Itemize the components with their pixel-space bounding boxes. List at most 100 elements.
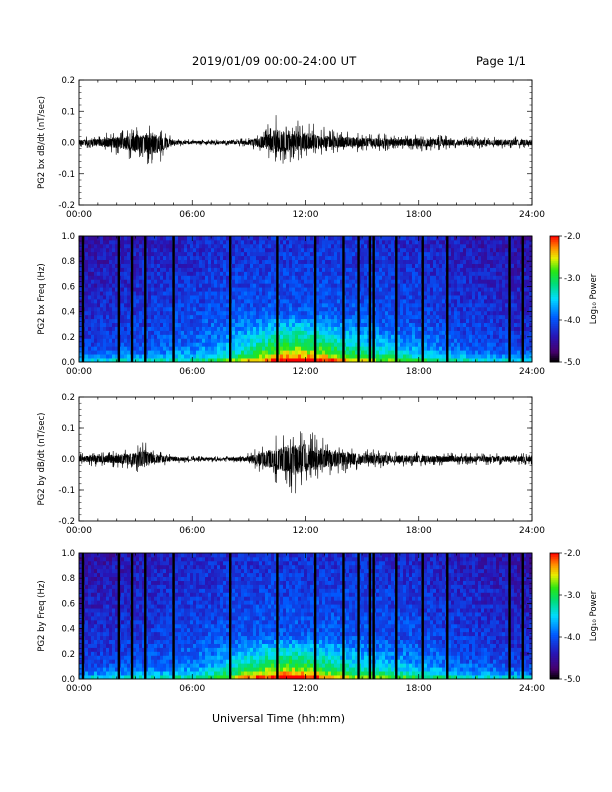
spectrogram-cell bbox=[199, 267, 203, 272]
spectrogram-cell bbox=[304, 259, 308, 264]
spectrogram-cell bbox=[247, 267, 251, 272]
spectrogram-cell bbox=[220, 302, 224, 308]
spectrogram-cell bbox=[88, 239, 92, 245]
spectrogram-cell bbox=[487, 310, 491, 316]
spectrogram-cell bbox=[286, 251, 290, 257]
spectrogram-cell bbox=[481, 259, 485, 264]
spectrogram-cell bbox=[412, 255, 416, 261]
spectrogram-cell bbox=[286, 243, 290, 249]
spectrogram-cell bbox=[328, 314, 332, 320]
spectrogram-cell bbox=[352, 334, 356, 339]
spectrogram-cell bbox=[340, 314, 344, 320]
spectrogram-cell bbox=[271, 299, 275, 304]
spectrogram-cell bbox=[499, 358, 503, 363]
spectrogram-cell bbox=[388, 275, 392, 280]
spectrogram-cell bbox=[466, 236, 470, 241]
spectrogram-cell bbox=[526, 295, 530, 300]
spectrogram-cell bbox=[100, 350, 104, 355]
spectrogram-cell bbox=[283, 263, 287, 268]
spectrogram-cell bbox=[154, 247, 158, 253]
spectrogram-cell bbox=[85, 318, 89, 324]
spectrogram-cell bbox=[274, 267, 278, 272]
spectrogram-cell bbox=[400, 295, 404, 300]
spectrogram-cell bbox=[433, 318, 437, 324]
spectrogram-cell bbox=[472, 279, 476, 284]
spectrogram-cell bbox=[451, 243, 455, 249]
spectrogram-cell bbox=[379, 322, 383, 327]
spectrogram-cell bbox=[529, 302, 533, 308]
spectrogram-cell bbox=[460, 263, 464, 268]
spectrogram-cell bbox=[484, 326, 488, 331]
spectrogram-cell bbox=[271, 263, 275, 268]
spectrogram-cell bbox=[247, 251, 251, 257]
spectrogram-cell bbox=[265, 275, 269, 280]
spectrogram-cell bbox=[364, 354, 368, 359]
spectrogram-cell bbox=[91, 334, 95, 339]
spectrogram-cell bbox=[274, 263, 278, 268]
spectrogram-cell bbox=[304, 318, 308, 324]
spectrogram-cell bbox=[370, 338, 374, 343]
spectrogram-cell bbox=[502, 354, 506, 359]
spectrogram-cell bbox=[79, 338, 83, 343]
spectrogram-cell bbox=[235, 247, 239, 253]
spectrogram-cell bbox=[277, 330, 281, 335]
spectrogram-cell bbox=[370, 291, 374, 296]
spectrogram-cell bbox=[325, 326, 329, 331]
spectrogram-cell bbox=[388, 326, 392, 331]
spectrogram-cell bbox=[451, 259, 455, 264]
spectrogram-cell bbox=[352, 236, 356, 241]
spectrogram-cell bbox=[217, 322, 221, 327]
spectrogram-cell bbox=[382, 306, 386, 312]
spectrogram-cell bbox=[523, 342, 527, 347]
spectrogram-cell bbox=[256, 314, 260, 320]
spectrogram-cell bbox=[523, 243, 527, 249]
spectrogram-cell bbox=[265, 283, 269, 288]
spectrogram-cell bbox=[379, 259, 383, 264]
spectrogram-cell bbox=[94, 330, 98, 335]
spectrogram-cell bbox=[157, 291, 161, 296]
spectrogram-cell bbox=[91, 247, 95, 253]
spectrogram-cell bbox=[106, 279, 110, 284]
spectrogram-cell bbox=[163, 310, 167, 316]
spectrogram-cell bbox=[496, 271, 500, 276]
spectrogram-cell bbox=[493, 318, 497, 324]
spectrogram-cell bbox=[202, 259, 206, 264]
spectrogram-cell bbox=[436, 354, 440, 359]
spectrogram-cell bbox=[442, 306, 446, 312]
spectrogram-cell bbox=[526, 275, 530, 280]
spectrogram-cell bbox=[343, 239, 347, 245]
spectrogram-cell bbox=[157, 314, 161, 320]
spectrogram-cell bbox=[463, 310, 467, 316]
spectrogram-cell bbox=[160, 279, 164, 284]
spectrogram-cell bbox=[226, 255, 230, 261]
spectrogram-cell bbox=[349, 255, 353, 261]
spectrogram-cell bbox=[226, 299, 230, 304]
spectrogram-cell bbox=[100, 306, 104, 312]
spectrogram-cell bbox=[484, 287, 488, 292]
spectrogram-cell bbox=[274, 330, 278, 335]
spectrogram-cell bbox=[133, 279, 137, 284]
spectrogram-cell bbox=[211, 247, 215, 253]
spectrogram-cell bbox=[325, 251, 329, 257]
spectrogram-cell bbox=[379, 243, 383, 249]
spectrogram-cell bbox=[124, 302, 128, 308]
spectrogram-cell bbox=[490, 350, 494, 355]
spectrogram-cell bbox=[430, 295, 434, 300]
spectrogram-cell bbox=[370, 236, 374, 241]
spectrogram-cell bbox=[142, 318, 146, 324]
spectrogram-cell bbox=[292, 302, 296, 308]
spectrogram-cell bbox=[526, 259, 530, 264]
spectrogram-cell bbox=[331, 358, 335, 363]
spectrogram-cell bbox=[328, 334, 332, 339]
spectrogram-cell bbox=[88, 302, 92, 308]
spectrogram-cell bbox=[85, 295, 89, 300]
spectrogram-cell bbox=[496, 314, 500, 320]
spectrogram-cell bbox=[505, 302, 509, 308]
spectrogram-cell bbox=[265, 346, 269, 351]
spectrogram-cell bbox=[478, 243, 482, 249]
spectrogram-cell bbox=[496, 263, 500, 268]
spectrogram-cell bbox=[424, 271, 428, 276]
spectrogram-cell bbox=[505, 350, 509, 355]
spectrogram-cell bbox=[364, 302, 368, 308]
spectrogram-cell bbox=[439, 322, 443, 327]
